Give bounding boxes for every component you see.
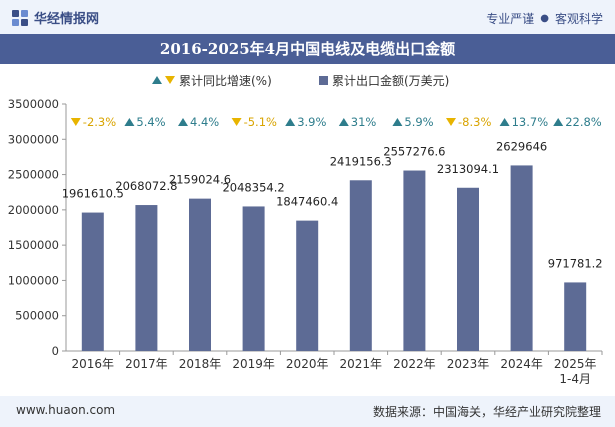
- bar: [135, 205, 158, 351]
- bar: [349, 180, 372, 351]
- bar: [564, 282, 587, 351]
- x-tick-label: 2019年: [232, 357, 275, 371]
- y-tick-label: 0: [52, 344, 59, 358]
- growth-up-icon: [338, 118, 349, 126]
- growth-up-icon: [553, 118, 564, 126]
- x-tick-label: 2022年: [393, 357, 436, 371]
- bar-value-label: 1847460.4: [276, 195, 338, 209]
- growth-value-label: 22.8%: [565, 115, 602, 129]
- growth-up-icon: [124, 118, 135, 126]
- brand-name: 华经情报网: [34, 12, 100, 27]
- legend: 累计同比增速(%) 累计出口金额(万美元): [152, 73, 449, 88]
- growth-up-icon: [285, 118, 296, 126]
- bar: [510, 165, 533, 351]
- y-tick-label: 1000000: [8, 273, 59, 287]
- growth-up-icon: [178, 118, 188, 126]
- y-tick-label: 3000000: [8, 132, 59, 146]
- x-tick-label: 2024年: [500, 357, 543, 371]
- growth-down-icon: [446, 118, 456, 126]
- legend-amount-label: 累计出口金额(万美元): [332, 73, 449, 88]
- bar-value-label: 2048354.2: [222, 180, 284, 194]
- bar-value-label: 2068072.8: [115, 179, 177, 193]
- bar: [81, 212, 104, 351]
- x-tick-label: 2021年: [340, 357, 383, 371]
- axes: 0 500000 1000000 1500000 2000000 2500000 30000…: [8, 97, 603, 386]
- legend-triangle-up-icon: [152, 76, 162, 84]
- chart: 累计同比增速(%) 累计出口金额(万美元) 0 500000 1000000 1500…: [8, 73, 603, 386]
- slogan-separator: ●: [540, 13, 549, 24]
- bar-value-label: 2629646: [496, 139, 547, 153]
- bar: [242, 206, 265, 351]
- growth-value-label: -5.1%: [244, 115, 277, 129]
- bar-value-label: 2419156.3: [330, 154, 392, 168]
- bar: [189, 198, 211, 351]
- growth-down-icon: [231, 118, 242, 126]
- bar: [457, 187, 479, 351]
- slogan-right: 客观科学: [554, 12, 603, 26]
- chart-title: 2016-2025年4月中国电线及电缆出口金额: [0, 34, 615, 64]
- y-tick-label: 2000000: [8, 203, 59, 217]
- growth-value-label: -8.3%: [458, 115, 491, 129]
- bar-value-label: 2313094.1: [437, 162, 499, 176]
- x-tick-label: 2017年: [125, 357, 168, 371]
- x-tick-label: 2018年: [179, 357, 222, 371]
- y-tick-label: 500000: [15, 309, 59, 323]
- legend-amount-swatch: [319, 76, 328, 85]
- growth-up-icon: [392, 118, 403, 126]
- growth-value-label: 5.9%: [404, 115, 433, 129]
- bar: [403, 170, 426, 351]
- growth-value-label: 4.4%: [190, 115, 219, 129]
- y-tick-label: 3500000: [8, 97, 59, 111]
- y-tick-label: 1500000: [8, 238, 59, 252]
- growth-value-label: 5.4%: [136, 115, 165, 129]
- x-tick-label: 2023年: [447, 357, 490, 371]
- slogan: 专业严谨 ● 客观科学: [486, 10, 603, 27]
- huajing-logo-icon: [12, 9, 28, 26]
- growth-value-label: 13.7%: [512, 115, 549, 129]
- footer-source: 数据来源：中国海关，华经产业研究院整理: [372, 405, 601, 419]
- growth-value-label: 3.9%: [297, 115, 326, 129]
- x-tick-label: 2025年 1-4月: [554, 357, 597, 386]
- bar-value-label: 971781.2: [548, 256, 603, 270]
- y-tick-label: 2500000: [8, 168, 59, 182]
- bar-value-label: 2159024.6: [169, 173, 231, 187]
- bar-value-label: 2557276.6: [383, 145, 445, 159]
- footer: www.huaon.com 数据来源：中国海关，华经产业研究院整理: [0, 396, 615, 427]
- growth-value-label: -2.3%: [83, 115, 116, 129]
- growth-labels: -2.3% 5.4% 4.4% -5.1% 3.9% 31% 5.9% -8.3% 13.7% 2…: [70, 115, 602, 129]
- bar-value-label: 1961610.5: [62, 187, 124, 201]
- top-banner: 华经情报网 专业严谨 ● 客观科学: [0, 0, 615, 34]
- growth-value-label: 31%: [351, 115, 377, 129]
- x-tick-label: 2020年: [286, 357, 329, 371]
- footer-site-link[interactable]: www.huaon.com: [16, 403, 116, 417]
- growth-up-icon: [499, 118, 510, 126]
- growth-down-icon: [70, 118, 81, 126]
- legend-growth-label: 累计同比增速(%): [179, 74, 272, 88]
- brand[interactable]: 华经情报网: [12, 8, 99, 27]
- slogan-left: 专业严谨: [486, 12, 535, 26]
- legend-triangle-down-icon: [165, 76, 175, 84]
- bar: [296, 220, 319, 351]
- bars: 1961610.52068072.82159024.62048354.21847…: [62, 139, 603, 351]
- x-tick-label: 2016年: [72, 357, 115, 371]
